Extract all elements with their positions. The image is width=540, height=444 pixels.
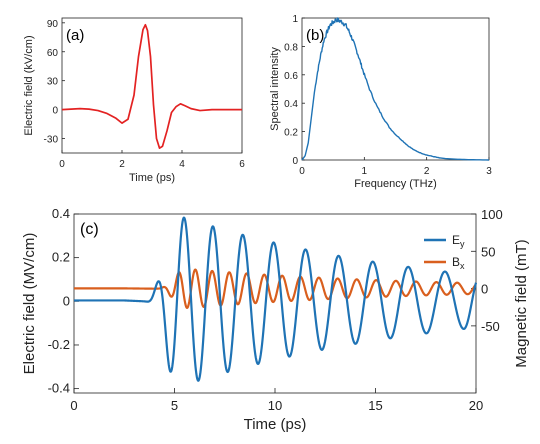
panel-c-ytick-label-0: -0.4	[48, 381, 70, 396]
panel-b-ytick-label-3: 0.6	[284, 71, 298, 82]
panel-a-ytick-label-2: 30	[47, 77, 59, 88]
panel-c-y2-axis-label: Magnetic field (mT)	[513, 239, 530, 367]
panel-c: Time (ps) Electric field (MV/cm) Magneti…	[21, 206, 530, 433]
panel-a-y-axis-label: Electric field (kV/cm)	[23, 35, 35, 135]
panel-a-xtick-label-3: 6	[239, 159, 245, 170]
panel-a-ytick-label-0: -30	[44, 135, 59, 146]
panel-c-xtick-label-1: 5	[171, 398, 178, 413]
panel-b-x-axis-label: Frequency (THz)	[354, 178, 437, 190]
panel-c-frame	[73, 213, 477, 394]
panel-a-xtick-label-2: 4	[179, 159, 185, 170]
panel-b-ytick-label-2: 0.4	[284, 99, 298, 110]
panel-b-xtick-label-1: 1	[362, 166, 368, 177]
panel-b-y-axis-label: Spectral intensity	[269, 47, 281, 131]
panel-c-ytick-label-4: 0.4	[52, 206, 70, 221]
panel-c-xtick-label-4: 20	[469, 398, 483, 413]
panel-b: (b) Frequency (THz) Spectral intensity 0…	[269, 14, 492, 190]
panel-b-ytick-label-4: 0.8	[284, 42, 298, 53]
panel-c-ytick-label-1: -0.2	[48, 337, 70, 352]
panel-a-ytick-label-4: 90	[47, 19, 59, 30]
panel-c-y2tick-label-3: 100	[481, 207, 503, 222]
panel-a-ytick-label-3: 60	[47, 48, 59, 59]
panel-c-xtick-label-0: 0	[70, 398, 77, 413]
panel-c-y2tick-label-1: 0	[481, 282, 488, 297]
panel-b-ytick-label-5: 1	[292, 14, 298, 25]
panel-c-legend: Ey Bx	[424, 233, 465, 271]
panel-c-y-axis-label: Electric field (MV/cm)	[21, 233, 38, 375]
panel-b-frame	[301, 17, 490, 161]
panel-a: (a) Time (ps) Electric field (kV/cm) 0 2 4…	[23, 17, 245, 184]
panel-b-series-line	[301, 17, 490, 161]
panel-c-y2tick-label-0: -50	[481, 319, 500, 334]
panel-b-ytick-label-0: 0	[292, 156, 298, 167]
panel-c-xtick-label-3: 15	[368, 398, 382, 413]
panel-a-series-line	[61, 23, 242, 150]
panel-c-x-axis-label: Time (ps)	[244, 416, 307, 433]
panel-a-xtick-label-0: 0	[59, 159, 65, 170]
panel-b-label: (b)	[306, 27, 324, 44]
panel-a-ytick-label-1: 0	[52, 106, 58, 117]
panel-b-ytick-label-1: 0.2	[284, 128, 298, 139]
panel-a-label: (a)	[66, 27, 84, 44]
panel-c-y2tick-label-2: 50	[481, 244, 495, 259]
legend-bx-text: Bx	[452, 255, 465, 271]
panel-b-xtick-label-3: 3	[486, 166, 492, 177]
panel-b-xtick-label-0: 0	[299, 166, 305, 177]
panel-c-label: (c)	[80, 221, 99, 238]
panel-a-xtick-label-1: 2	[119, 159, 125, 170]
panel-c-series-ey-line	[73, 216, 478, 382]
panel-a-x-axis-label: Time (ps)	[129, 172, 175, 184]
panel-c-ytick-label-2: 0	[63, 293, 70, 308]
legend-ey-text: Ey	[452, 233, 465, 249]
panel-a-frame	[61, 17, 243, 154]
panel-b-xtick-label-2: 2	[424, 166, 430, 177]
panel-c-xtick-label-2: 10	[268, 398, 282, 413]
panel-c-ytick-label-3: 0.2	[52, 250, 70, 265]
panel-c-series-bx-line	[73, 268, 477, 310]
